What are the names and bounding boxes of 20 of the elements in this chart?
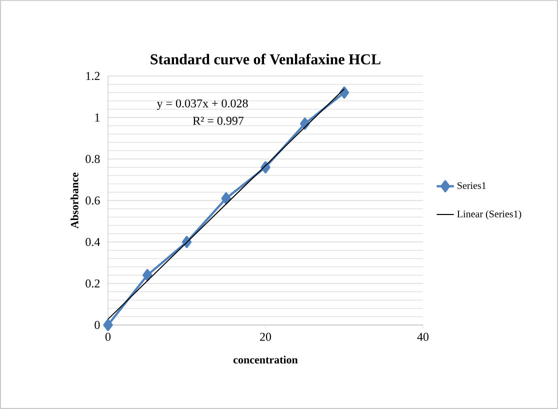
y-tick-label: 0.2 <box>86 279 100 288</box>
x-tick-label: 40 <box>417 332 429 341</box>
y-axis-title: Absorbance <box>70 172 78 228</box>
chart-title: Standard curve of Venlafaxine HCL <box>150 54 380 64</box>
x-tick-label: 20 <box>260 332 272 341</box>
y-tick-label: 0.4 <box>86 238 100 246</box>
y-tick-label: 0.8 <box>86 154 100 164</box>
point <box>142 269 152 282</box>
x-tick-label: 0 <box>105 332 111 341</box>
y-tick-label: 1.2 <box>86 72 100 80</box>
y-tick-label: 0.6 <box>86 196 100 205</box>
annotation: R² = 0.997 <box>192 116 244 125</box>
legend-label: Linear (Series1) <box>457 210 522 220</box>
point <box>221 192 231 205</box>
point <box>103 318 113 332</box>
legend-label: Series1 <box>458 182 486 189</box>
y-tick-label: 1 <box>95 114 100 122</box>
x-axis-title: concentration <box>233 356 298 364</box>
annotation: y = 0.037x + 0.028 <box>156 99 248 110</box>
y-tick-label: 0 <box>94 320 100 330</box>
